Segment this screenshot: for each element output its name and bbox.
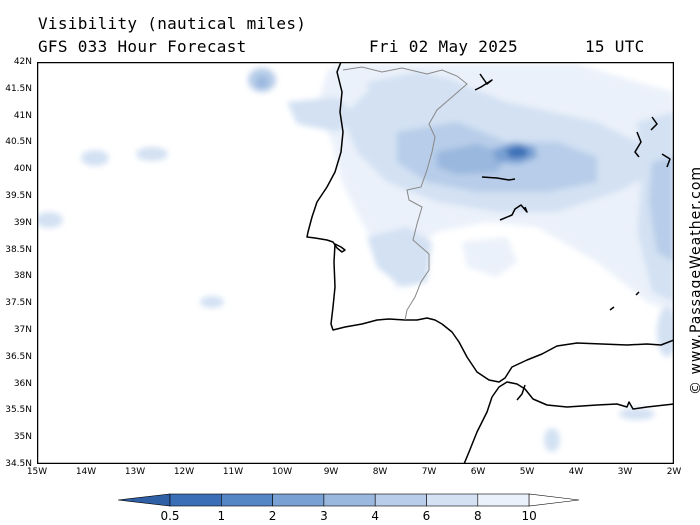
visibility-map [37, 62, 674, 464]
longitude-label: 9W [323, 467, 339, 477]
latitude-label: 38.5N [5, 244, 32, 255]
colorbar-label: 6 [422, 509, 431, 523]
longitude-label: 2W [666, 467, 682, 477]
longitude-label: 10W [271, 467, 293, 477]
forecast-time: 15 UTC [585, 37, 645, 56]
latitude-label: 42N [13, 57, 32, 67]
longitude-label: 13W [124, 467, 146, 477]
latitude-label: 40N [13, 164, 32, 175]
latitude-label: 39.5N [5, 191, 32, 201]
latitude-label: 38N [13, 271, 32, 282]
colorbar-segment [323, 493, 376, 507]
website-credit: © www.PassageWeather.com [688, 165, 700, 395]
latitude-label: 35N [13, 432, 32, 443]
visibility-fog-layer [37, 64, 674, 452]
latitude-label: 40.5N [5, 137, 32, 148]
colorbar-label: 8 [473, 509, 482, 523]
colorbar-label: 3 [320, 509, 328, 523]
colorbar-segment [169, 493, 222, 507]
colorbar-max-arrow [528, 493, 580, 507]
longitude-label: 15W [26, 467, 48, 477]
longitude-label: 8W [372, 467, 388, 477]
longitude-label: 3W [617, 467, 633, 477]
longitude-label: 14W [75, 467, 97, 477]
colorbar-min-arrow [118, 493, 171, 507]
colorbar-segment [477, 493, 530, 507]
forecast-label: GFS 033 Hour Forecast [38, 37, 247, 56]
latitude-label: 37.5N [5, 298, 32, 309]
longitude-label: 7W [421, 467, 437, 477]
colorbar-segment [221, 493, 273, 507]
latitude-label: 35.5N [5, 405, 32, 416]
colorbar-label: 1 [217, 509, 226, 523]
map-title: Visibility (nautical miles) [38, 14, 307, 33]
colorbar-label: 10 [521, 509, 537, 523]
longitude-label: 5W [519, 467, 535, 477]
longitude-label: 12W [173, 467, 195, 477]
latitude-label: 36.5N [5, 351, 32, 362]
colorbar-label: 2 [268, 509, 277, 523]
forecast-date: Fri 02 May 2025 [369, 37, 518, 56]
latitude-label: 41N [13, 110, 32, 121]
longitude-label: 11W [222, 467, 244, 477]
latitude-label: 39N [13, 217, 32, 228]
border [342, 66, 468, 321]
colorbar-label: 4 [371, 509, 380, 523]
latitude-label: 36N [13, 378, 32, 389]
longitude-label: 4W [568, 467, 584, 477]
visibility-colorbar [118, 493, 580, 507]
latitude-label: 37N [13, 325, 32, 335]
colorbar-segment [374, 493, 427, 507]
colorbar-segment [426, 493, 479, 507]
coastline [306, 62, 674, 464]
map-frame [37, 62, 674, 464]
colorbar-segment [272, 493, 325, 507]
longitude-label: 6W [470, 467, 486, 477]
latitude-label: 41.5N [5, 83, 32, 94]
latitude-label: 34.5N [5, 459, 32, 469]
colorbar-label: 0.5 [160, 509, 180, 523]
